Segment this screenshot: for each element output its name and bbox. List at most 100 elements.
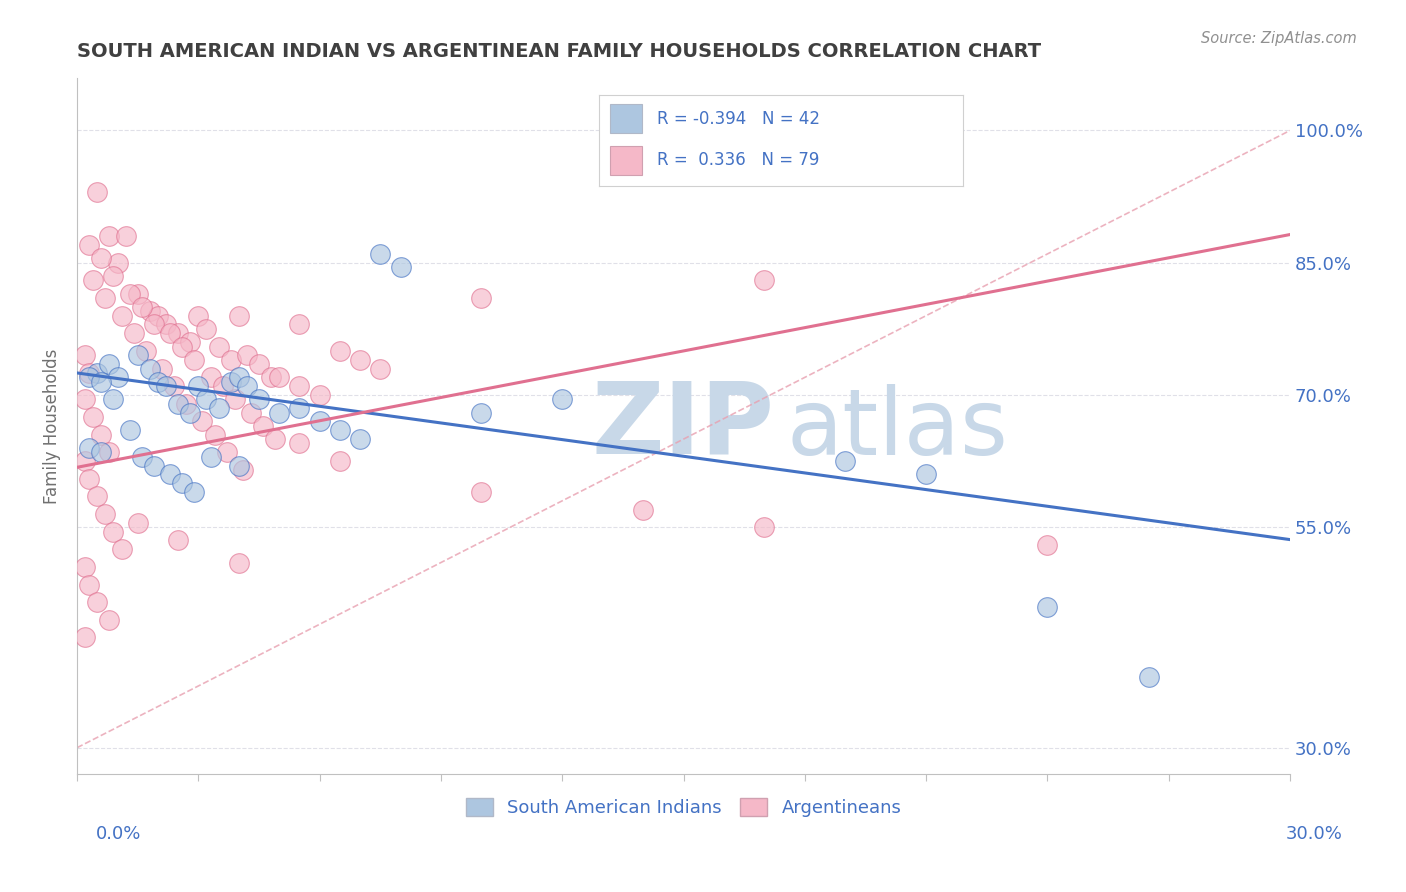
Point — [146, 309, 169, 323]
Point — [75, 560, 97, 574]
Point — [195, 322, 218, 336]
Point — [247, 392, 270, 407]
Point — [127, 516, 149, 530]
Point — [103, 524, 125, 539]
Point — [163, 379, 186, 393]
Point — [470, 291, 492, 305]
Point — [1036, 538, 1059, 552]
Point — [142, 458, 165, 473]
Point — [82, 410, 104, 425]
Point — [389, 260, 412, 275]
Point — [288, 379, 311, 393]
Point — [150, 361, 173, 376]
Point — [264, 432, 287, 446]
Point — [159, 326, 181, 341]
Point — [269, 370, 291, 384]
Point — [142, 318, 165, 332]
Point — [329, 343, 352, 358]
Point — [915, 467, 938, 482]
Point — [75, 348, 97, 362]
Point — [191, 414, 214, 428]
Point — [86, 489, 108, 503]
Point — [260, 370, 283, 384]
Point — [174, 397, 197, 411]
Point — [228, 556, 250, 570]
Point — [98, 613, 121, 627]
Point — [179, 406, 201, 420]
Point — [77, 238, 100, 252]
Point — [135, 343, 157, 358]
Point — [370, 361, 392, 376]
Point — [228, 309, 250, 323]
Point — [107, 370, 129, 384]
Point — [1036, 599, 1059, 614]
Point — [288, 401, 311, 416]
Point — [77, 441, 100, 455]
Legend: South American Indians, Argentineans: South American Indians, Argentineans — [458, 790, 908, 824]
Point — [329, 423, 352, 437]
Point — [187, 379, 209, 393]
Point — [127, 348, 149, 362]
Point — [551, 392, 574, 407]
Point — [236, 379, 259, 393]
Point — [159, 467, 181, 482]
Point — [247, 357, 270, 371]
Point — [146, 375, 169, 389]
Point — [131, 450, 153, 464]
Point — [114, 229, 136, 244]
Text: 0.0%: 0.0% — [96, 825, 141, 843]
Point — [329, 454, 352, 468]
Point — [107, 256, 129, 270]
Point — [86, 595, 108, 609]
Text: Source: ZipAtlas.com: Source: ZipAtlas.com — [1201, 31, 1357, 46]
Y-axis label: Family Households: Family Households — [44, 348, 60, 504]
Point — [77, 370, 100, 384]
Point — [215, 445, 238, 459]
Point — [183, 485, 205, 500]
Point — [207, 339, 229, 353]
Point — [207, 401, 229, 416]
Point — [349, 352, 371, 367]
Point — [77, 366, 100, 380]
Point — [834, 454, 856, 468]
Point — [118, 423, 141, 437]
Point — [252, 418, 274, 433]
Point — [82, 273, 104, 287]
Text: atlas: atlas — [786, 384, 1008, 475]
Point — [167, 397, 190, 411]
Point — [219, 375, 242, 389]
Point — [103, 268, 125, 283]
Point — [1137, 670, 1160, 684]
Point — [77, 577, 100, 591]
Point — [288, 436, 311, 450]
Point — [631, 502, 654, 516]
Text: ZIP: ZIP — [592, 377, 775, 475]
Point — [754, 520, 776, 534]
Point — [183, 352, 205, 367]
Point — [155, 379, 177, 393]
Point — [232, 463, 254, 477]
Point — [179, 335, 201, 350]
Point — [187, 309, 209, 323]
Point — [370, 247, 392, 261]
Point — [77, 472, 100, 486]
Point — [94, 291, 117, 305]
Point — [94, 507, 117, 521]
Point — [236, 348, 259, 362]
Point — [219, 352, 242, 367]
Point — [167, 533, 190, 548]
Point — [269, 406, 291, 420]
Point — [754, 273, 776, 287]
Point — [288, 318, 311, 332]
Point — [349, 432, 371, 446]
Point — [239, 406, 262, 420]
Point — [195, 392, 218, 407]
Point — [86, 185, 108, 199]
Point — [98, 229, 121, 244]
Point — [98, 445, 121, 459]
Point — [211, 379, 233, 393]
Point — [200, 370, 222, 384]
Point — [103, 392, 125, 407]
Point — [75, 631, 97, 645]
Text: SOUTH AMERICAN INDIAN VS ARGENTINEAN FAMILY HOUSEHOLDS CORRELATION CHART: SOUTH AMERICAN INDIAN VS ARGENTINEAN FAM… — [77, 42, 1042, 61]
